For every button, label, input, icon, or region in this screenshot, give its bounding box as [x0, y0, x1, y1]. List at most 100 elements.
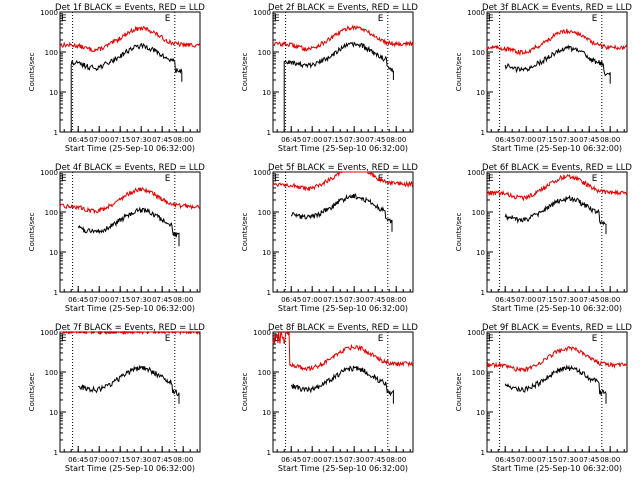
edge-marker-left: E: [61, 174, 67, 184]
x-tick-label: 07:45: [152, 456, 172, 464]
x-tick-label: 08:00: [386, 456, 406, 464]
y-tick-label: 100: [258, 49, 271, 57]
plot-frame: [272, 171, 414, 293]
panel-det-2: Det 2f BLACK = Events, RED = LLD 1 10 100 10…: [241, 3, 418, 153]
x-tick-label: 07:45: [365, 136, 385, 144]
x-tick-label: 07:00: [516, 296, 536, 304]
y-tick-label: 100: [258, 209, 271, 217]
x-tick-label: 07:15: [537, 136, 557, 144]
x-tick-label: 06:45: [495, 456, 515, 464]
y-axis-label: Counts/sec: [28, 373, 36, 412]
x-tick-label: 07:00: [516, 136, 536, 144]
x-tick-label: 07:15: [323, 136, 343, 144]
plot-frame: [486, 11, 628, 133]
events-series: [70, 42, 183, 132]
y-tick-label: 100: [258, 369, 271, 377]
edge-marker-left: E: [488, 334, 494, 344]
panel-det-1: Det 1f BLACK = Events, RED = LLD 1 10 100 10…: [28, 3, 205, 153]
y-axis-label: Counts/sec: [455, 213, 463, 252]
panel-det-3: Det 3f BLACK = Events, RED = LLD 1 10 100 10…: [455, 3, 632, 153]
edge-marker-right: E: [592, 334, 598, 344]
y-tick-label: 1: [54, 449, 58, 457]
events-series: [504, 364, 607, 404]
panel-det-8: Det 8f BLACK = Events, RED = LLD 1 10 100 10…: [241, 323, 418, 473]
panel-det-4: Det 4f BLACK = Events, RED = LLD 1 10 100 10…: [28, 163, 205, 313]
events-series: [290, 365, 394, 404]
y-tick-label: 10: [262, 89, 271, 97]
y-tick-label: 1: [267, 449, 271, 457]
plot-frame: [486, 331, 628, 453]
lld-series: [59, 25, 201, 53]
x-tick-label: 06:45: [281, 296, 301, 304]
x-tick-label: 07:15: [110, 456, 130, 464]
y-tick-label: 1000: [40, 329, 58, 337]
x-tick-label: 07:30: [344, 136, 364, 144]
x-tick-label: 08:00: [600, 456, 620, 464]
events-series: [77, 206, 180, 247]
panel-det-5: Det 5f BLACK = Events, RED = LLD 1 10 100 10…: [241, 163, 418, 313]
x-tick-label: 07:15: [323, 456, 343, 464]
x-tick-label: 06:45: [495, 136, 515, 144]
edge-marker-right: E: [592, 174, 598, 184]
x-tick-label: 06:45: [68, 136, 88, 144]
x-tick-label: 07:45: [579, 136, 599, 144]
y-tick-label: 100: [45, 369, 58, 377]
y-tick-label: 10: [49, 89, 58, 97]
y-tick-label: 100: [472, 49, 485, 57]
y-tick-label: 1: [481, 129, 485, 137]
events-series: [504, 194, 607, 235]
y-tick-label: 10: [476, 409, 485, 417]
y-axis-label: Counts/sec: [28, 213, 36, 252]
y-axis-label: Counts/sec: [455, 373, 463, 412]
x-tick-label: 07:30: [131, 136, 151, 144]
edge-marker-right: E: [165, 14, 171, 24]
x-tick-label: 07:15: [323, 296, 343, 304]
y-tick-label: 10: [476, 89, 485, 97]
x-tick-label: 07:15: [110, 296, 130, 304]
y-axis-label: Counts/sec: [241, 53, 249, 92]
y-tick-label: 100: [472, 369, 485, 377]
panel-title: Det 1f BLACK = Events, RED = LLD: [55, 3, 205, 13]
y-tick-label: 1000: [467, 9, 485, 17]
x-tick-label: 07:30: [131, 296, 151, 304]
x-tick-label: 07:30: [558, 296, 578, 304]
x-tick-label: 07:00: [89, 296, 109, 304]
plot-frame: [272, 11, 414, 133]
edge-marker-right: E: [592, 14, 598, 24]
y-tick-label: 1000: [40, 9, 58, 17]
edge-marker-right: E: [165, 174, 171, 184]
x-tick-label: 07:45: [579, 456, 599, 464]
x-tick-label: 06:45: [68, 456, 88, 464]
x-tick-label: 08:00: [386, 296, 406, 304]
lld-series: [486, 346, 628, 373]
panel-title: Det 2f BLACK = Events, RED = LLD: [268, 3, 418, 13]
y-tick-label: 10: [262, 409, 271, 417]
y-tick-label: 10: [262, 249, 271, 257]
x-tick-label: 07:45: [365, 456, 385, 464]
plot-frame: [59, 11, 201, 133]
panel-title: Det 7f BLACK = Events, RED = LLD: [55, 323, 205, 333]
lld-series: [272, 24, 414, 53]
x-axis-label: Start Time (25-Sep-10 06:32:00): [492, 304, 622, 313]
edge-marker-left: E: [488, 174, 494, 184]
x-tick-label: 08:00: [600, 296, 620, 304]
y-tick-label: 1: [267, 289, 271, 297]
panel-title: Det 3f BLACK = Events, RED = LLD: [482, 3, 632, 13]
x-tick-label: 08:00: [173, 456, 193, 464]
x-tick-label: 07:00: [516, 456, 536, 464]
y-tick-label: 1000: [253, 329, 271, 337]
x-tick-label: 08:00: [173, 136, 193, 144]
y-tick-label: 10: [49, 249, 58, 257]
x-axis-label: Start Time (25-Sep-10 06:32:00): [278, 464, 408, 473]
x-tick-label: 07:30: [558, 456, 578, 464]
x-tick-label: 08:00: [600, 136, 620, 144]
lld-series: [59, 186, 201, 215]
y-tick-label: 1: [54, 129, 58, 137]
edge-marker-left: E: [488, 14, 494, 24]
y-axis-label: Counts/sec: [241, 373, 249, 412]
edge-marker-left: E: [274, 174, 280, 184]
edge-marker-right: E: [378, 174, 384, 184]
y-tick-label: 1: [54, 289, 58, 297]
x-tick-label: 07:00: [89, 136, 109, 144]
y-axis-label: Counts/sec: [28, 53, 36, 92]
